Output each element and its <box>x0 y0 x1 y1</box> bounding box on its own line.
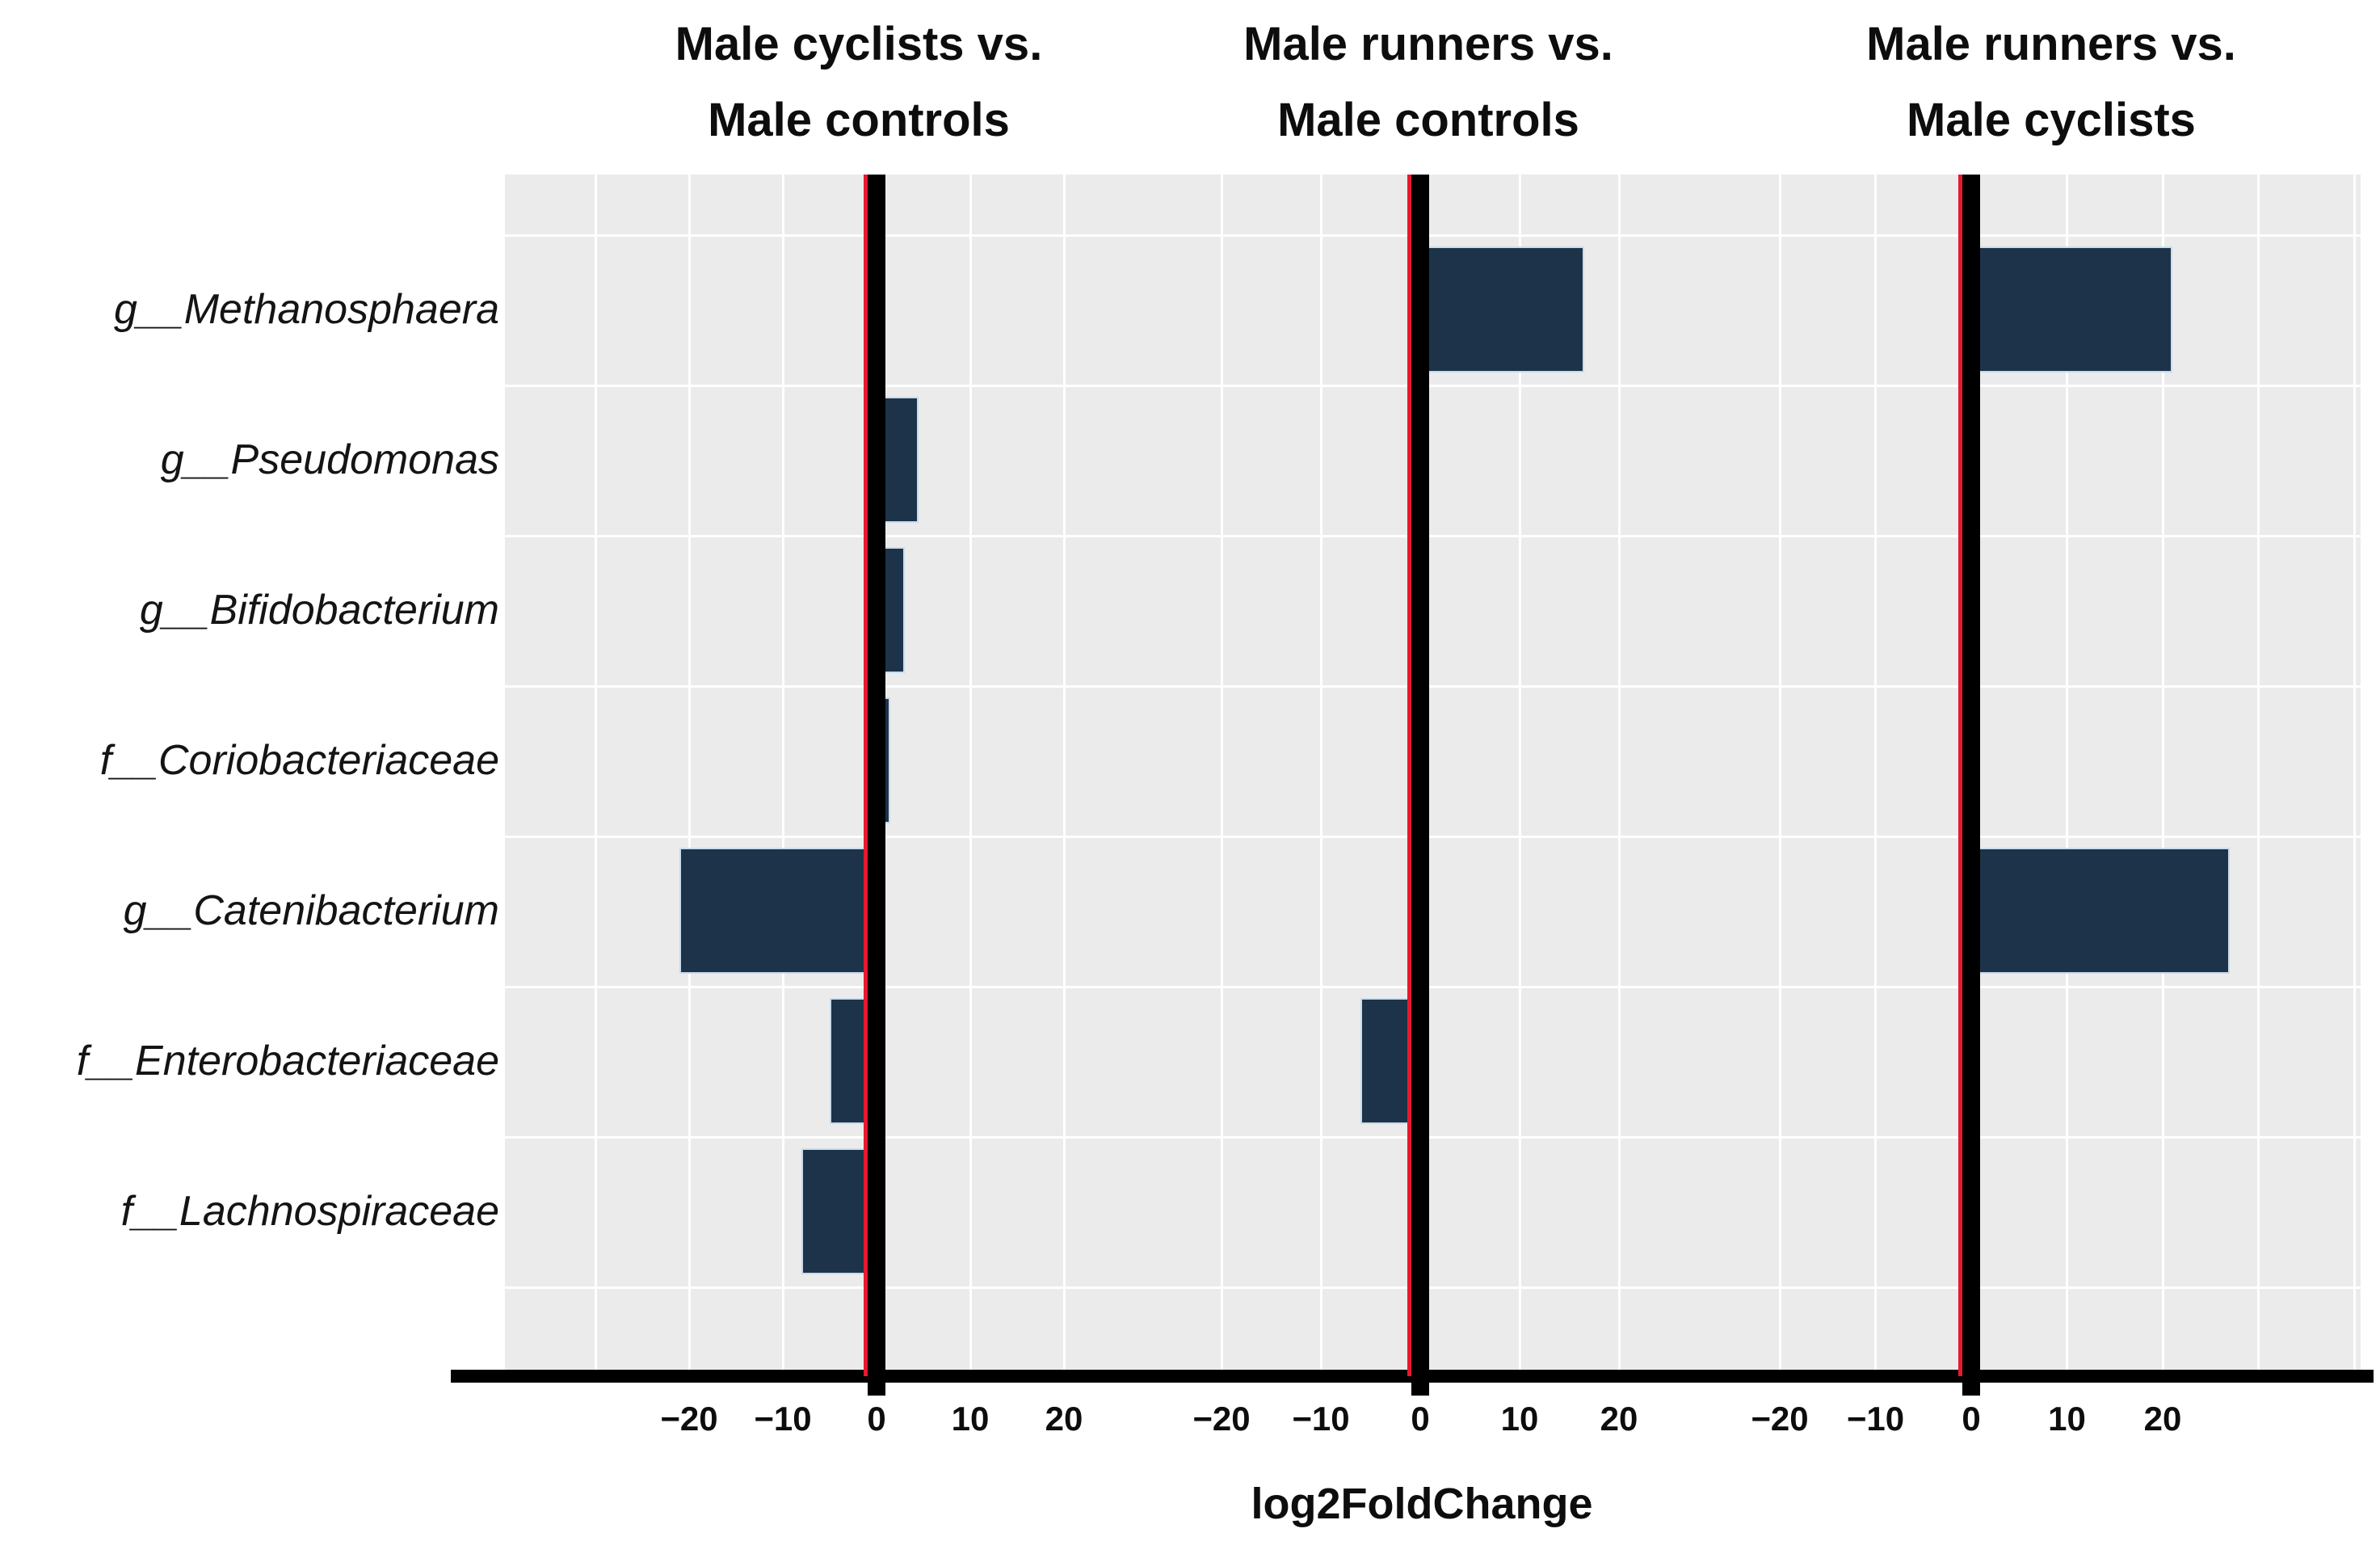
vertical-gridline <box>1617 175 1621 1376</box>
horizontal-gridline <box>505 1286 2361 1289</box>
vertical-gridline <box>2353 175 2356 1376</box>
facet-title-line2: Male controls <box>1277 94 1579 146</box>
x-tick-label: 0 <box>1962 1400 1981 1438</box>
y-category-label: f__Lachnospiraceae <box>120 1188 499 1235</box>
zero-line-red-accent <box>1407 175 1412 1376</box>
x-tick-label: 10 <box>2048 1400 2086 1438</box>
zero-line-red-accent <box>1958 175 1963 1376</box>
vertical-gridline <box>1778 175 1781 1376</box>
facet-title-line2: Male cyclists <box>1907 94 2196 146</box>
zero-line <box>1962 175 1980 1396</box>
facet-title-cyclists-vs-controls: Male cyclists vs. Male controls <box>675 6 1043 158</box>
vertical-gridline <box>1319 175 1322 1376</box>
x-tick-label: −20 <box>660 1400 718 1438</box>
facet-title-line1: Male runners vs. <box>1243 18 1613 70</box>
vertical-gridline <box>688 175 691 1376</box>
vertical-gridline <box>594 175 597 1376</box>
vertical-gridline <box>1518 175 1521 1376</box>
vertical-gridline <box>1874 175 1877 1376</box>
bar-g__Methanosphaera <box>1971 246 2172 373</box>
horizontal-gridline <box>505 685 2361 688</box>
vertical-gridline <box>969 175 972 1376</box>
facet-title-line1: Male runners vs. <box>1866 18 2236 70</box>
x-tick-label: −20 <box>1192 1400 1251 1438</box>
facet-title-line1: Male cyclists vs. <box>675 18 1043 70</box>
x-tick-label: −10 <box>1292 1400 1350 1438</box>
y-category-label: g__Pseudomonas <box>160 436 499 483</box>
plot-area <box>505 175 2361 1376</box>
facet-title-runners-vs-controls: Male runners vs. Male controls <box>1243 6 1613 158</box>
y-category-label: g__Catenibacterium <box>123 887 499 934</box>
x-tick-label: 10 <box>1500 1400 1539 1438</box>
x-tick-label: 20 <box>2143 1400 2182 1438</box>
zero-line <box>1411 175 1429 1396</box>
horizontal-gridline <box>505 1136 2361 1139</box>
vertical-gridline <box>1220 175 1223 1376</box>
x-tick-label: 0 <box>867 1400 886 1438</box>
y-category-label: g__Bifidobacterium <box>139 587 499 634</box>
bar-g__Methanosphaera <box>1420 246 1584 373</box>
x-tick-label: −10 <box>1846 1400 1905 1438</box>
horizontal-gridline <box>505 986 2361 988</box>
vertical-gridline <box>2066 175 2068 1376</box>
facet-title-line2: Male controls <box>708 94 1010 146</box>
y-category-label: f__Coriobacteriaceae <box>99 737 499 784</box>
zero-line <box>868 175 885 1396</box>
x-tick-label: 20 <box>1600 1400 1638 1438</box>
horizontal-gridline <box>505 234 2361 237</box>
bar-g__Catenibacterium <box>679 848 877 974</box>
vertical-gridline <box>2257 175 2260 1376</box>
y-category-label: f__Enterobacteriaceae <box>76 1038 499 1084</box>
zero-line-red-accent <box>864 175 868 1376</box>
vertical-gridline <box>2161 175 2164 1376</box>
vertical-gridline <box>781 175 784 1376</box>
facet-title-runners-vs-cyclists: Male runners vs. Male cyclists <box>1866 6 2236 158</box>
x-tick-label: −10 <box>754 1400 812 1438</box>
x-tick-label: 10 <box>951 1400 990 1438</box>
horizontal-gridline <box>505 836 2361 838</box>
x-axis-title: log2FoldChange <box>1251 1480 1593 1528</box>
x-tick-label: −20 <box>1751 1400 1809 1438</box>
bar-g__Catenibacterium <box>1971 848 2230 974</box>
vertical-gridline <box>1062 175 1066 1376</box>
x-tick-label: 0 <box>1411 1400 1430 1438</box>
horizontal-gridline <box>505 535 2361 537</box>
y-category-label: g__Methanosphaera <box>113 286 499 333</box>
horizontal-gridline <box>505 385 2361 387</box>
x-tick-label: 20 <box>1045 1400 1083 1438</box>
